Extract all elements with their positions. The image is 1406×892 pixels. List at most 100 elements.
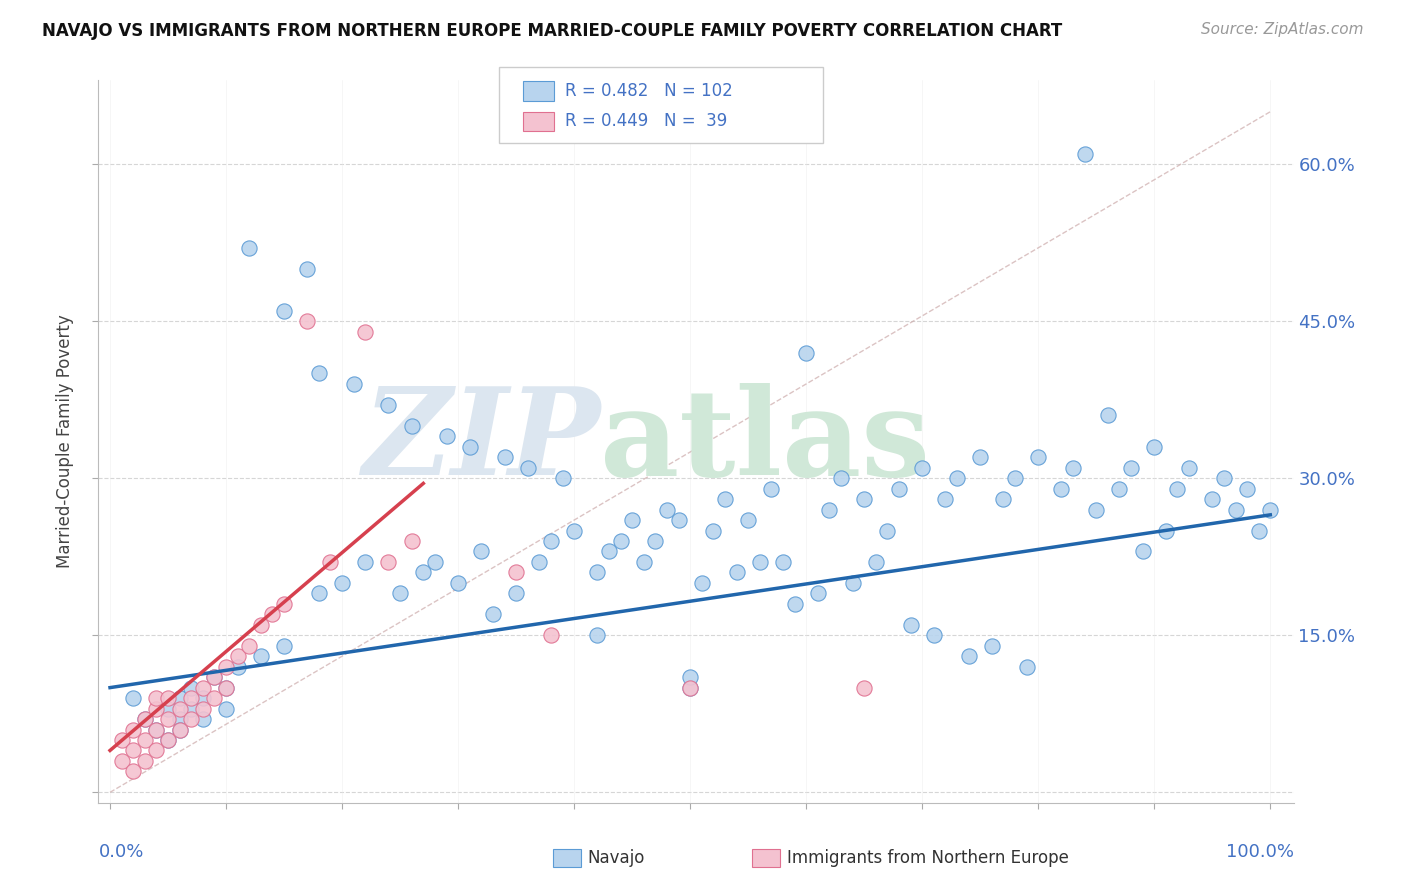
Point [204,670,226,684]
Point [1258,502,1281,516]
Point [330,575,353,590]
Y-axis label: Married-Couple Family Poverty: Married-Couple Family Poverty [56,315,75,568]
Point [447,575,470,590]
Text: R = 0.482   N = 102: R = 0.482 N = 102 [565,82,733,100]
Point [157,701,180,715]
Text: Source: ZipAtlas.com: Source: ZipAtlas.com [1201,22,1364,37]
Point [308,367,330,381]
Point [993,492,1015,507]
Point [215,659,238,673]
Text: Immigrants from Northern Europe: Immigrants from Northern Europe [787,849,1069,867]
Point [586,566,609,580]
Point [783,597,806,611]
Point [772,555,794,569]
Point [1201,492,1223,507]
Point [1085,502,1108,516]
Point [377,398,399,412]
Point [134,712,156,726]
Point [122,691,145,706]
Text: 100.0%: 100.0% [1226,843,1294,861]
Text: Navajo: Navajo [588,849,645,867]
Point [1247,524,1270,538]
Point [1004,471,1026,485]
Point [853,681,876,695]
Point [1143,440,1166,454]
Text: NAVAJO VS IMMIGRANTS FROM NORTHERN EUROPE MARRIED-COUPLE FAMILY POVERTY CORRELAT: NAVAJO VS IMMIGRANTS FROM NORTHERN EUROP… [42,22,1063,40]
Point [1073,146,1095,161]
Point [308,586,330,600]
Point [169,723,191,737]
Point [111,754,134,768]
Point [761,482,783,496]
Point [354,325,377,339]
Point [1166,482,1188,496]
Point [609,534,631,549]
Point [529,555,551,569]
Point [423,555,446,569]
Point [250,617,273,632]
Point [702,524,724,538]
FancyBboxPatch shape [752,849,780,867]
Point [343,376,366,391]
Point [145,743,167,757]
Point [598,544,620,558]
Point [180,691,202,706]
Point [122,764,145,779]
Point [922,628,945,642]
Point [215,681,238,695]
Point [562,524,585,538]
Point [319,555,342,569]
Point [830,471,852,485]
Text: atlas: atlas [600,383,931,500]
Point [505,566,527,580]
Point [1132,544,1154,558]
Point [655,502,678,516]
Point [157,733,180,747]
Point [911,460,934,475]
Point [1154,524,1177,538]
Point [633,555,655,569]
Point [238,639,260,653]
Point [969,450,991,465]
Point [134,733,156,747]
Point [841,575,863,590]
Point [297,314,319,328]
Point [122,743,145,757]
Point [273,639,295,653]
Point [1026,450,1049,465]
Point [1050,482,1073,496]
Point [1015,659,1038,673]
Point [412,566,434,580]
Point [134,754,156,768]
FancyBboxPatch shape [553,849,581,867]
Point [876,524,898,538]
Point [1225,502,1247,516]
Point [458,440,481,454]
Point [180,701,202,715]
Point [180,712,202,726]
Point [818,502,841,516]
Point [1097,409,1119,423]
Point [436,429,458,443]
Text: R = 0.449   N =  39: R = 0.449 N = 39 [565,112,727,130]
Point [169,723,191,737]
Point [737,513,759,527]
Point [470,544,492,558]
Point [516,460,538,475]
Point [679,670,702,684]
Text: ZIP: ZIP [363,383,600,500]
Point [215,701,238,715]
Point [111,733,134,747]
Point [273,597,295,611]
Point [505,586,527,600]
Point [586,628,609,642]
Point [215,681,238,695]
Point [679,681,702,695]
Point [551,471,574,485]
Point [389,586,412,600]
Point [250,649,273,664]
Point [887,482,910,496]
Point [204,670,226,684]
Point [145,723,167,737]
Point [853,492,876,507]
